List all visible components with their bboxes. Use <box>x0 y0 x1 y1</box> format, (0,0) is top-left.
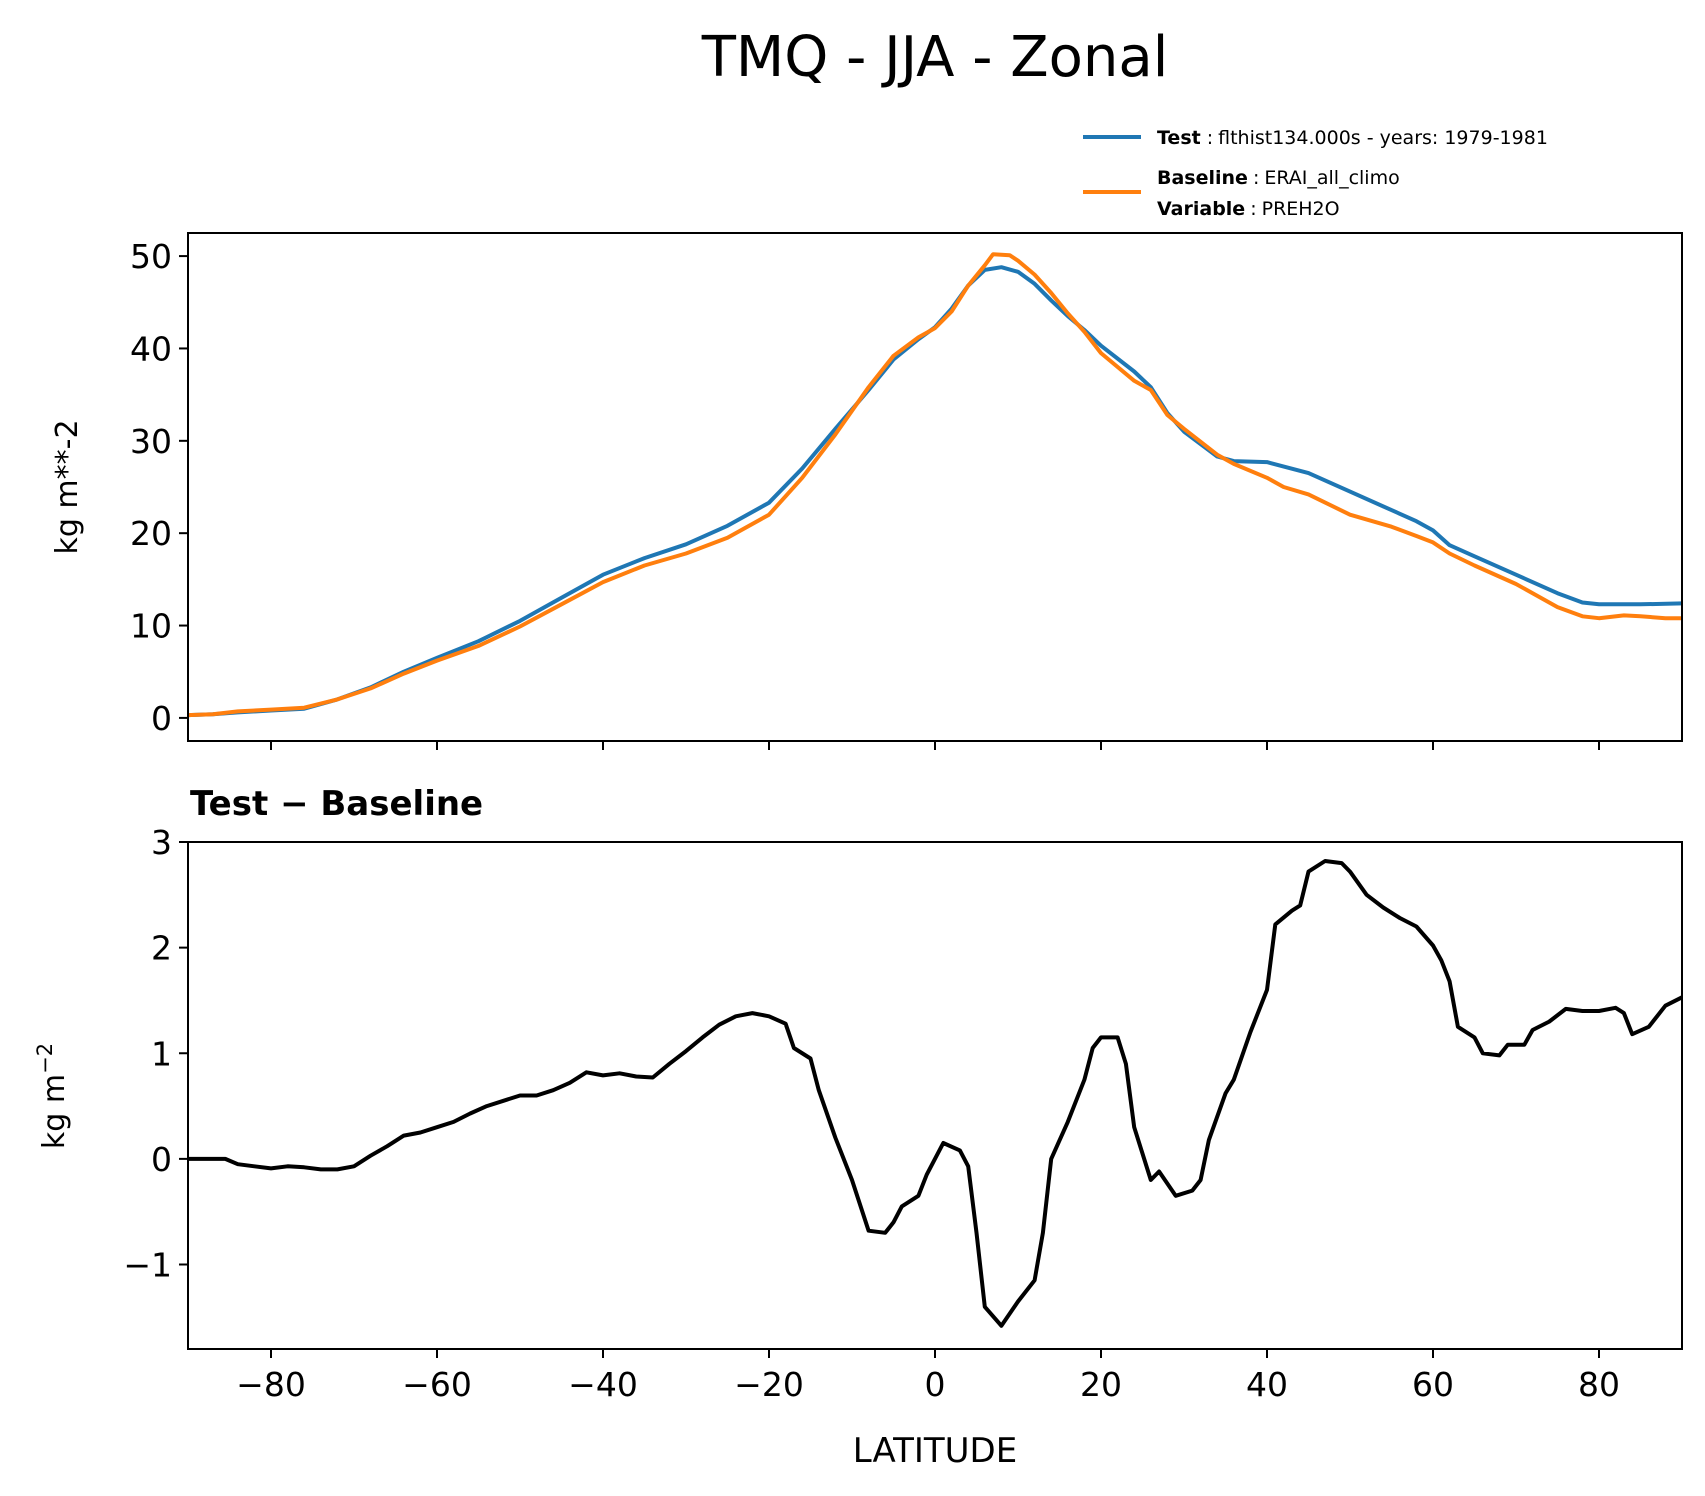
top-ytick-label: 0 <box>151 699 172 738</box>
legend-test-label: Test <box>1157 127 1201 149</box>
top-panel-ticks: 0 10 20 30 40 50 <box>130 237 1600 750</box>
figure-title: TMQ - JJA - Zonal <box>701 25 1169 90</box>
top-panel-frame <box>187 232 1683 742</box>
bottom-ytick-label: −1 <box>123 1246 172 1285</box>
legend-test-entry: Test: flthist134.000s - years: 1979-1981 <box>1157 127 1548 149</box>
bottom-xtick-label: 20 <box>1080 1365 1122 1404</box>
bottom-xtick-label: −40 <box>568 1365 638 1404</box>
top-ytick-label: 20 <box>130 514 172 553</box>
top-ytick-label: 50 <box>130 237 172 276</box>
bottom-panel-ticks: −1 0 1 2 3 −80 −60 −40 −20 0 20 40 60 80 <box>123 823 1620 1404</box>
bottom-ytick-label: 2 <box>151 929 172 968</box>
legend-variable-separator: : <box>1250 198 1256 220</box>
bottom-ytick-label: 3 <box>151 823 172 862</box>
legend-baseline-value: ERAI_all_climo <box>1264 167 1399 189</box>
bottom-ytick-label: 1 <box>151 1034 172 1073</box>
bottom-panel-frame <box>187 841 1683 1350</box>
bottom-xtick-label: 40 <box>1246 1365 1288 1404</box>
bottom-panel-xlabel: LATITUDE <box>853 1431 1017 1471</box>
bottom-xtick-label: 60 <box>1412 1365 1454 1404</box>
legend-variable-entry: Variable: PREH2O <box>1157 198 1340 220</box>
bottom-panel-title: Test − Baseline <box>190 784 483 824</box>
legend-test-value: flthist134.000s - years: 1979-1981 <box>1218 127 1548 149</box>
bottom-xtick-label: −60 <box>402 1365 472 1404</box>
top-series-line-baseline <box>187 252 1682 718</box>
bottom-ytick-label: 0 <box>151 1140 172 1179</box>
bottom-xtick-label: −80 <box>236 1365 306 1404</box>
legend-baseline-separator: : <box>1253 167 1259 189</box>
legend-variable-label: Variable <box>1157 198 1245 220</box>
legend-variable-value: PREH2O <box>1262 198 1340 220</box>
bottom-panel-ylabel-sup: −2 <box>33 1043 57 1074</box>
bottom-xtick-label: −20 <box>734 1365 804 1404</box>
bottom-xtick-label: 80 <box>1578 1365 1620 1404</box>
legend-baseline-entry: Baseline: ERAI_all_climo <box>1157 167 1400 189</box>
top-ytick-label: 10 <box>130 607 172 646</box>
bottom-panel: Test − Baseline −1 0 1 2 3 −80 −60 −40 −20 0 20 40 6… <box>33 784 1683 1471</box>
legend: Test: flthist134.000s - years: 1979-1981 … <box>1083 127 1548 220</box>
bottom-xtick-label: 0 <box>925 1365 946 1404</box>
bottom-panel-ylabel-base: kg m <box>37 1074 72 1149</box>
top-panel: 0 10 20 30 40 50 kg m**-2 <box>50 232 1683 750</box>
bottom-panel-ylabel: kg m−2 <box>33 1043 72 1149</box>
bottom-panel-series <box>188 859 1683 1328</box>
legend-test-separator: : <box>1207 127 1213 149</box>
top-ytick-label: 40 <box>130 329 172 368</box>
legend-baseline-label: Baseline <box>1157 167 1248 189</box>
top-panel-ylabel: kg m**-2 <box>50 419 85 554</box>
bottom-series-line-test-baseline <box>188 859 1683 1328</box>
top-series-line-test <box>187 265 1683 718</box>
top-panel-series <box>187 252 1683 718</box>
top-ytick-label: 30 <box>130 422 172 461</box>
